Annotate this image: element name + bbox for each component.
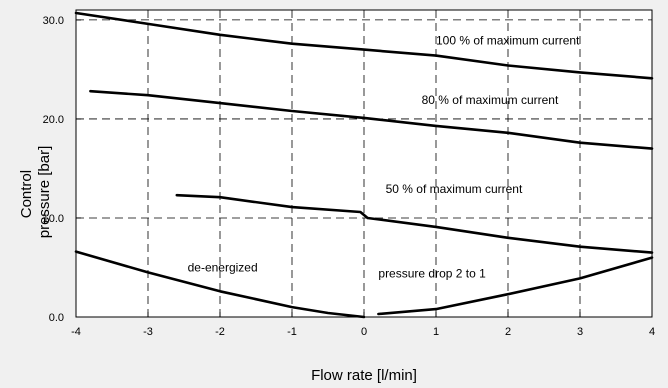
y-axis-label-line-1: Control: [18, 170, 35, 218]
x-tick-label: 4: [649, 326, 655, 338]
y-tick-label: 0.0: [49, 312, 64, 324]
y-tick-label: 30.0: [43, 15, 64, 27]
annotation-label: de-energized: [188, 260, 258, 274]
plot-area: [75, 9, 653, 318]
x-tick-label: -3: [143, 326, 153, 338]
annotation-label: 50 % of maximum current: [386, 182, 523, 196]
x-tick-label: 2: [505, 326, 511, 338]
x-axis-label: Flow rate [l/min]: [311, 367, 417, 384]
x-tick-label: -2: [215, 326, 225, 338]
annotations: 100 % of maximum current 80 % of maximum …: [188, 34, 580, 281]
x-tick-label: -1: [287, 326, 297, 338]
y-axis-label: Control pressure [bar]: [18, 146, 53, 239]
series-line-50: [175, 193, 654, 254]
x-tick-label: 0: [361, 326, 367, 338]
y-axis-label-line-2: pressure [bar]: [36, 146, 53, 239]
y-tick-label: 20.0: [43, 114, 64, 126]
x-tick-label: 1: [433, 326, 439, 338]
annotation-label: 80 % of maximum current: [422, 93, 559, 107]
x-tick-label: 3: [577, 326, 583, 338]
x-tick-labels: -4 -3 -2 -1 0 1 2 3 4: [71, 326, 655, 338]
series-line-100: [74, 11, 654, 80]
series-line-pressure-drop: [377, 256, 654, 316]
annotation-label: pressure drop 2 to 1: [378, 266, 486, 280]
x-tick-label: -4: [71, 326, 81, 338]
y-tick-label: 10.0: [43, 213, 64, 225]
y-tick-labels: 0.0 10.0 20.0 30.0: [43, 15, 64, 324]
series-line-80: [89, 89, 654, 150]
series-line-de-energized: [74, 250, 366, 319]
annotation-label: 100 % of maximum current: [436, 34, 580, 48]
series-lines: [74, 11, 654, 319]
